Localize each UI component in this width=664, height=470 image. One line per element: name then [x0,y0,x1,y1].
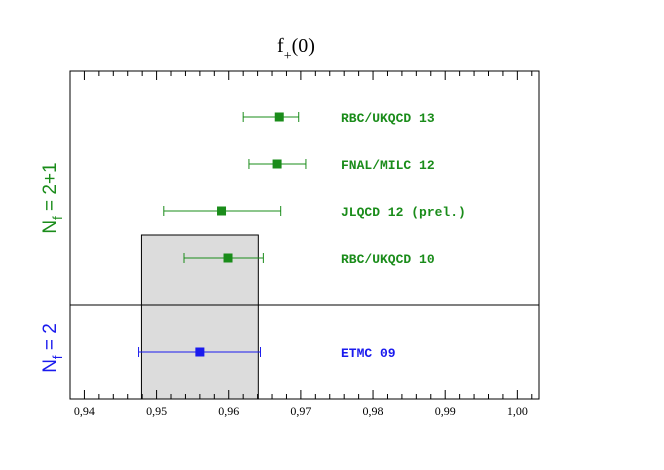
data-point [217,206,227,216]
group-label-nf-2: Nf = 2 [40,323,65,373]
plot-frame [69,70,540,400]
x-tick-label: 0,98 [363,404,384,418]
group-label-subscript: f [50,216,65,220]
average-band-layer [140,234,259,400]
x-tick-label: 0,95 [146,404,167,418]
x-tick-label: 0,99 [435,404,456,418]
data-points: RBC/UKQCD 13 FNAL/MILC 12 JLQCD 12 (prel.)… [138,111,466,361]
x-tick-label: 1,00 [507,404,528,418]
average-band [140,234,259,400]
data-point-label: JLQCD 12 (prel.) [341,205,466,220]
data-point-label: RBC/UKQCD 13 [341,111,435,126]
data-point-label: ETMC 09 [341,346,396,361]
x-tick-label: 0,94 [74,404,95,418]
data-point-label: RBC/UKQCD 10 [341,252,435,267]
group-label-nf-2plus1: Nf = 2+1 [40,162,65,233]
chart-title-subscript: + [284,49,292,64]
x-tick-label: 0,96 [218,404,239,418]
data-point [195,347,205,357]
x-axis-ticks: 0,94 0,95 0,96 0,97 0,98 0,99 1,00 [74,71,533,418]
group-label-subscript: f [50,355,65,359]
x-tick-label: 0,97 [290,404,311,418]
data-point [274,112,284,122]
chart-title: f+(0) [277,35,315,64]
data-point [272,159,282,169]
data-point-label: FNAL/MILC 12 [341,158,435,173]
data-point [223,253,233,263]
